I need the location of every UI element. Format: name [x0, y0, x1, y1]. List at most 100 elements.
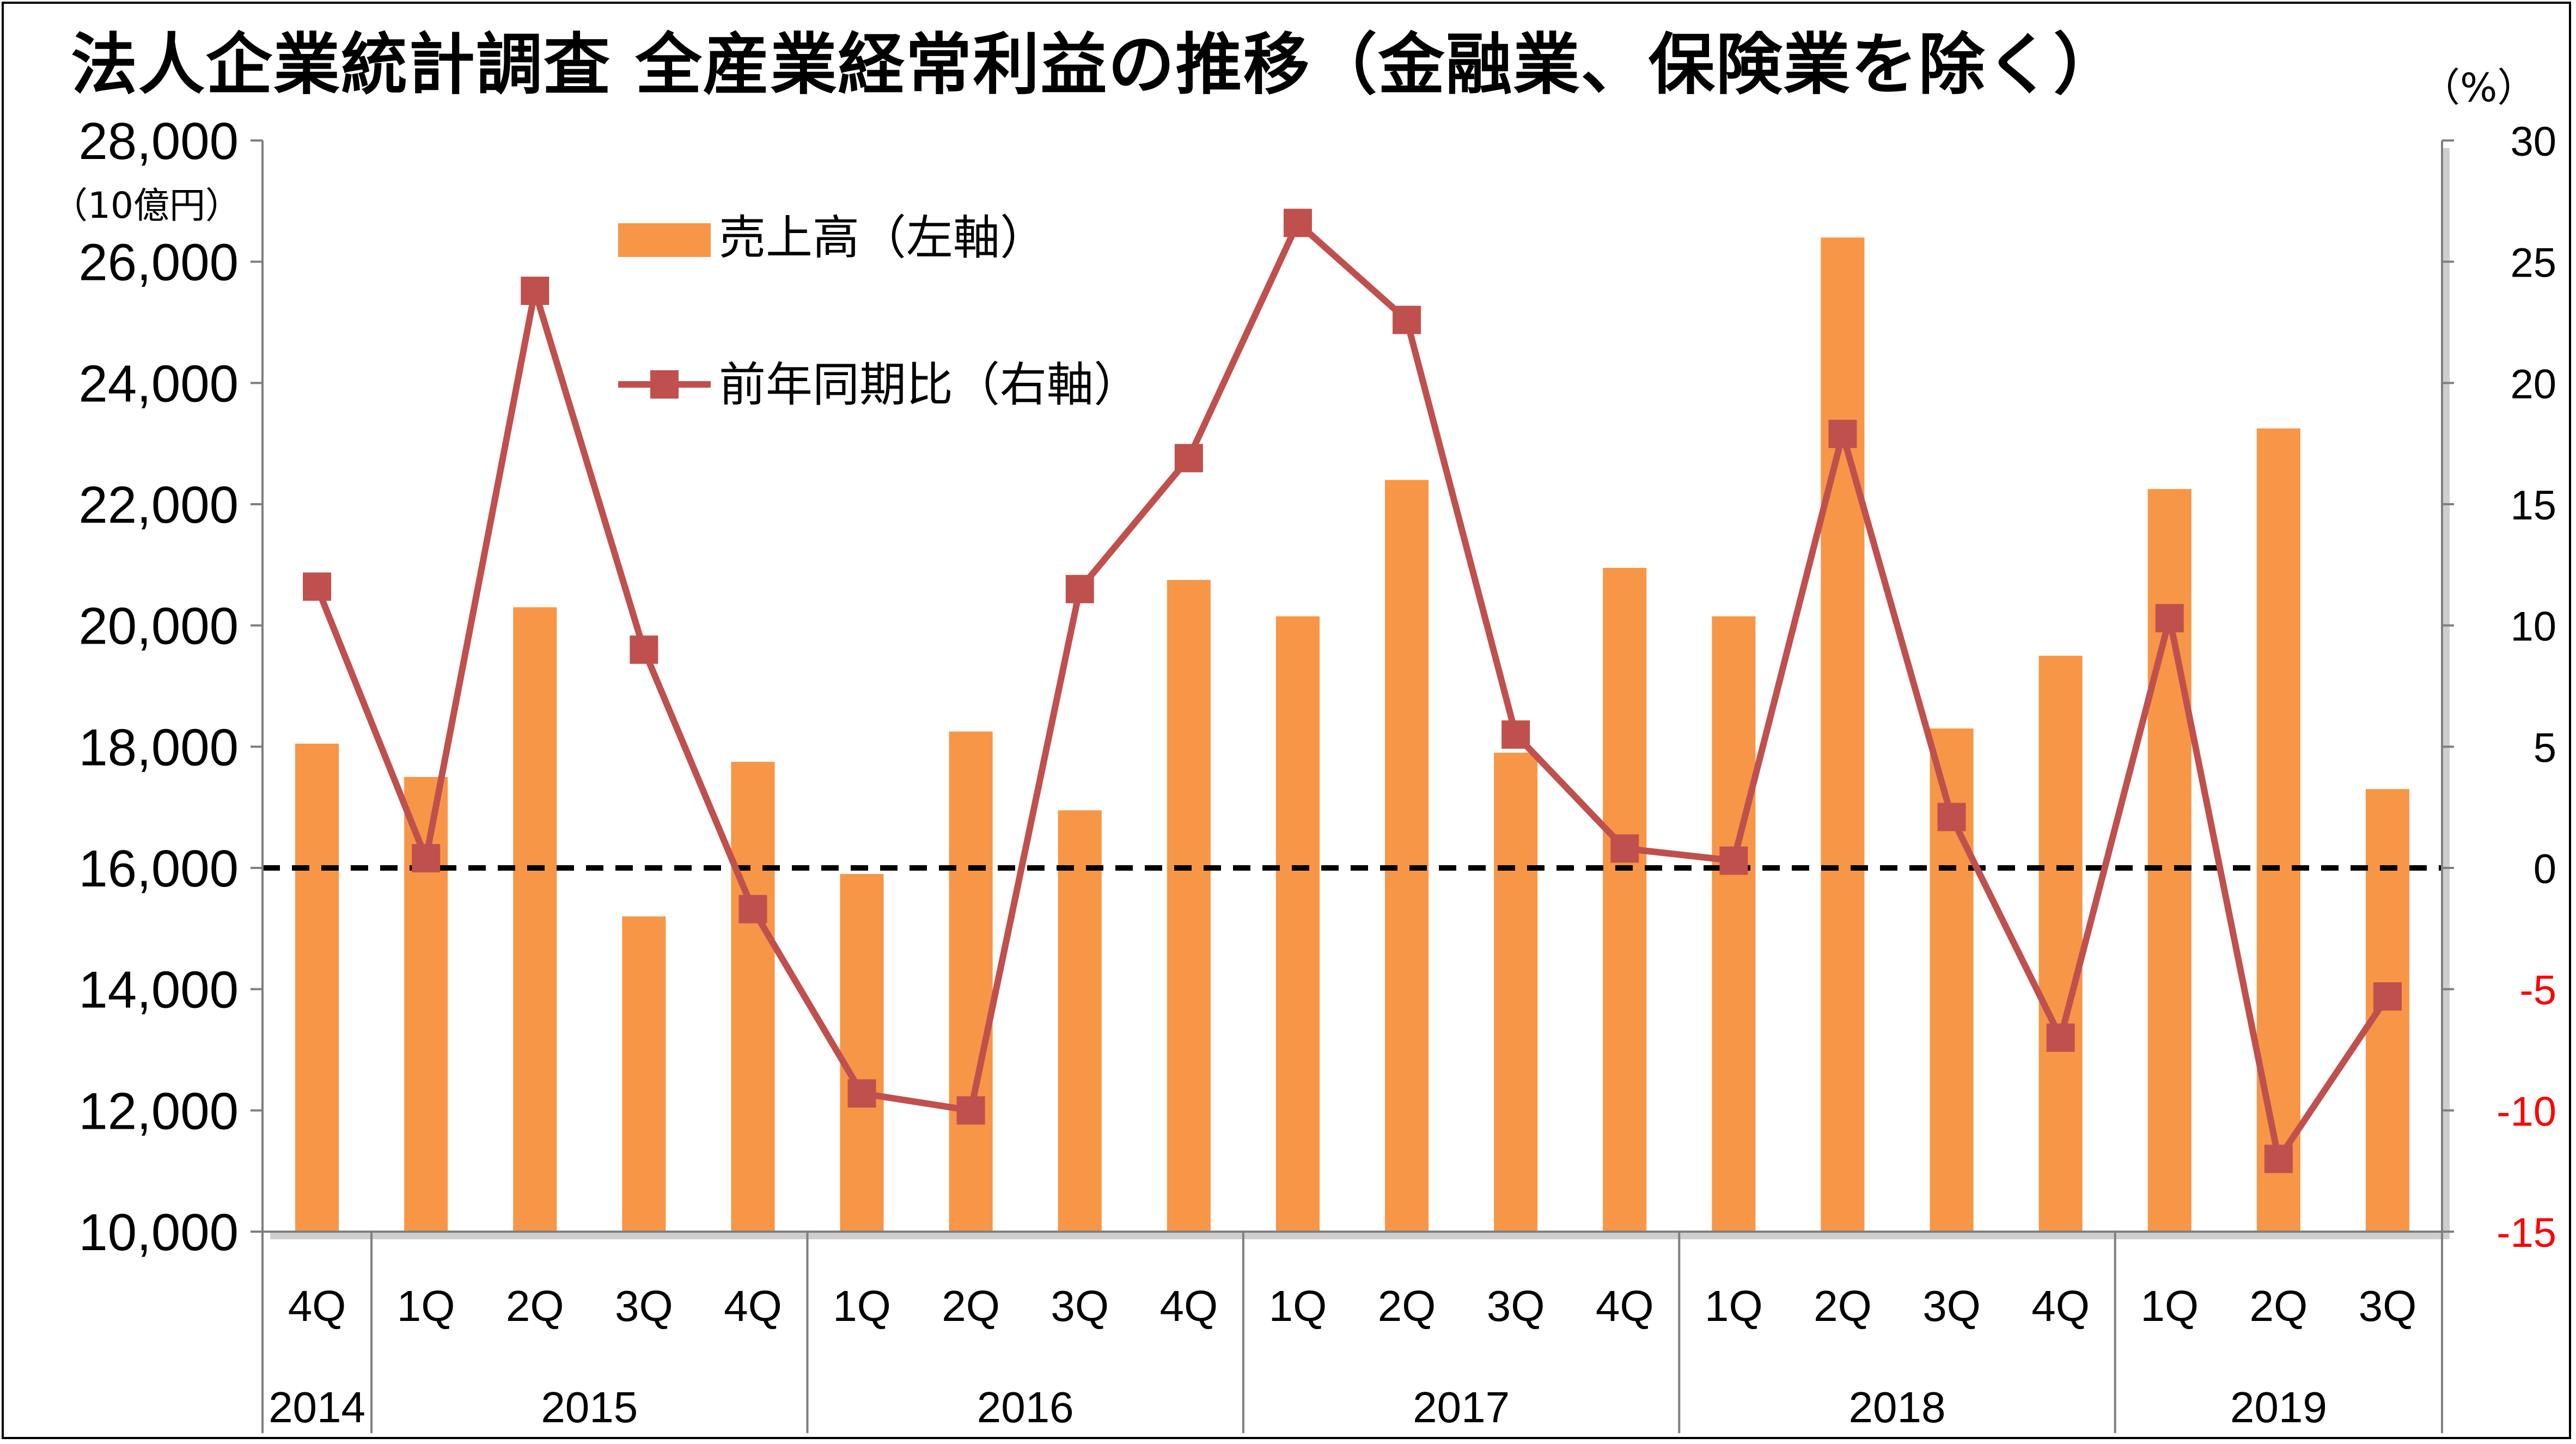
quarter-label: 2Q [1378, 1282, 1436, 1330]
right-axis-ticks: -15 -10 -5 0 5 10 15 20 25 30 [2442, 119, 2556, 1256]
year-label: 2018 [1849, 1383, 1946, 1431]
bar [295, 743, 339, 1232]
legend: 売上高（左軸） 前年同期比（右軸） [618, 211, 1140, 412]
bar [1385, 480, 1429, 1232]
line-point [1393, 305, 1421, 334]
bar [513, 607, 557, 1232]
line-point [521, 277, 550, 305]
line-point [412, 844, 441, 873]
quarter-label: 3Q [1487, 1282, 1545, 1330]
right-tick-label: -5 [2519, 968, 2556, 1014]
right-tick-label: 5 [2534, 725, 2556, 771]
right-axis-unit: （%） [2421, 65, 2537, 111]
bar [1494, 752, 1538, 1232]
quarter-label: 1Q [1269, 1282, 1327, 1330]
left-tick-label: 22,000 [78, 476, 239, 534]
year-label: 2016 [977, 1383, 1074, 1431]
quarter-label: 2Q [1814, 1282, 1872, 1330]
quarter-label: 1Q [1705, 1282, 1763, 1330]
left-axis-unit: （10億円） [52, 185, 241, 227]
right-tick-label: 15 [2510, 482, 2556, 529]
line-point [1937, 803, 1966, 831]
right-tick-label: -10 [2496, 1088, 2556, 1135]
left-tick-label: 10,000 [78, 1203, 239, 1262]
line-point [1174, 444, 1203, 473]
line-point [1719, 846, 1748, 875]
line-point [1501, 720, 1530, 749]
line-point [956, 1096, 985, 1125]
right-tick-label: 30 [2510, 119, 2556, 165]
right-tick-label: 25 [2510, 240, 2556, 286]
quarter-label: 1Q [2140, 1282, 2199, 1330]
line-point [2264, 1145, 2293, 1173]
line-point [1610, 834, 1639, 863]
quarter-label: 2Q [506, 1282, 564, 1330]
quarter-label: 1Q [833, 1282, 891, 1330]
left-axis-ticks: 10,000 12,000 14,000 16,000 18,000 20,000 22,0… [78, 112, 263, 1262]
year-label: 2019 [2230, 1383, 2327, 1431]
plot-area [263, 140, 2442, 1232]
line-point [738, 895, 767, 923]
right-tick-label: 0 [2534, 846, 2556, 892]
left-tick-label: 26,000 [78, 234, 239, 292]
line-point [1065, 574, 1094, 603]
quarter-label: 4Q [724, 1282, 782, 1330]
category-axis: 4Q 1Q 2Q 3Q 4Q 1Q 2Q 3Q 4Q 1Q 2Q 3Q 4Q 1Q 2Q 3Q 4Q 1Q 2Q 3Q… [261, 1232, 2443, 1433]
left-tick-label: 24,000 [78, 354, 239, 413]
quarter-label: 3Q [615, 1282, 673, 1330]
axes [261, 140, 2443, 1233]
year-label: 2017 [1413, 1383, 1510, 1431]
quarter-label: 4Q [288, 1282, 346, 1330]
quarter-label: 1Q [397, 1282, 455, 1330]
bar [1821, 237, 1865, 1232]
bar [2038, 656, 2083, 1232]
left-tick-label: 28,000 [78, 112, 239, 170]
bar [1167, 580, 1211, 1232]
line-point [2373, 982, 2402, 1011]
right-tick-label: 20 [2510, 361, 2556, 407]
series-line [314, 219, 2390, 1162]
legend-swatch-bar [618, 223, 711, 257]
right-tick-label: -15 [2496, 1210, 2556, 1256]
bar [949, 731, 993, 1232]
quarter-label: 4Q [2031, 1282, 2090, 1330]
bar [840, 874, 884, 1232]
year-label: 2014 [268, 1383, 365, 1431]
line-point [2155, 604, 2184, 633]
bar [731, 762, 775, 1232]
bar [1058, 810, 1102, 1232]
chart-title: 法人企業統計調査 全産業経常利益の推移（金融業、保険業を除く） [71, 26, 2121, 103]
left-tick-label: 14,000 [78, 961, 239, 1019]
legend-swatch-marker [650, 370, 679, 399]
line-series [303, 209, 2402, 1173]
bar [2256, 428, 2300, 1232]
line-point [2046, 1023, 2075, 1052]
line-point [847, 1079, 876, 1108]
bar [1275, 616, 1320, 1232]
bar-series [295, 237, 2409, 1232]
left-tick-label: 20,000 [78, 597, 239, 656]
bar [1603, 567, 1647, 1232]
legend-label-bar: 売上高（左軸） [719, 211, 1047, 265]
quarter-label: 4Q [1596, 1282, 1654, 1330]
quarter-label: 3Q [2359, 1282, 2417, 1330]
quarter-label: 3Q [1051, 1282, 1109, 1330]
bar [2147, 489, 2192, 1232]
legend-label-line: 前年同期比（右軸） [719, 358, 1140, 412]
quarter-label: 2Q [942, 1282, 1000, 1330]
line-point [303, 572, 332, 601]
quarter-label: 3Q [1922, 1282, 1981, 1330]
year-label: 2015 [541, 1383, 638, 1431]
left-tick-label: 18,000 [78, 718, 239, 776]
left-tick-label: 16,000 [78, 840, 239, 898]
line-point [1283, 209, 1312, 237]
left-tick-label: 12,000 [78, 1082, 239, 1140]
quarter-label: 4Q [1159, 1282, 1218, 1330]
line-point [630, 635, 658, 664]
line-point [1828, 419, 1857, 448]
right-tick-label: 10 [2510, 604, 2556, 650]
bar [622, 916, 666, 1232]
bar [1712, 616, 1756, 1232]
quarter-label: 2Q [2249, 1282, 2308, 1330]
